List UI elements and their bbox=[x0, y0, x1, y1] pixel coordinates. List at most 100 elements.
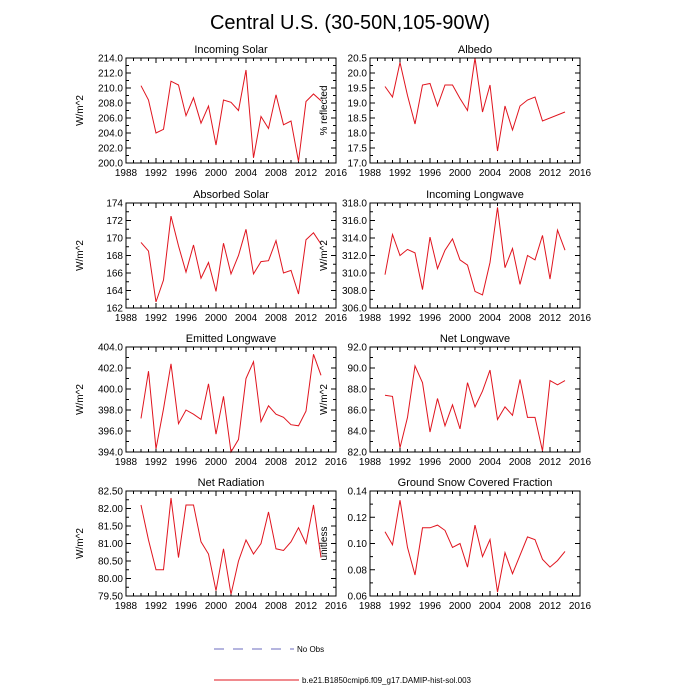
y-axis-label: unitless bbox=[319, 527, 330, 561]
y-tick-label: 202.0 bbox=[98, 144, 123, 155]
y-tick-label: 170 bbox=[106, 234, 123, 245]
plot-frame bbox=[369, 346, 581, 453]
plot-frame bbox=[369, 57, 581, 164]
panel-title: Emitted Longwave bbox=[186, 333, 277, 345]
x-tick-label: 1992 bbox=[145, 601, 168, 612]
y-axis-label: W/m^2 bbox=[75, 528, 86, 559]
y-tick-label: 318.0 bbox=[342, 199, 367, 210]
y-tick-label: 168 bbox=[106, 251, 123, 262]
x-tick-label: 2016 bbox=[325, 457, 348, 468]
x-tick-label: 1996 bbox=[419, 313, 442, 324]
y-tick-label: 308.0 bbox=[342, 286, 367, 297]
y-tick-label: 0.14 bbox=[348, 487, 368, 498]
y-tick-label: 82.0 bbox=[348, 448, 368, 459]
x-tick-label: 1992 bbox=[389, 168, 412, 179]
x-tick-label: 1992 bbox=[389, 601, 412, 612]
x-tick-label: 2004 bbox=[235, 168, 258, 179]
y-tick-label: 19.0 bbox=[348, 99, 368, 110]
x-tick-label: 2000 bbox=[449, 457, 472, 468]
x-tick-label: 1988 bbox=[115, 601, 138, 612]
y-tick-label: 0.12 bbox=[348, 513, 368, 524]
x-tick-label: 1988 bbox=[359, 601, 382, 612]
y-tick-label: 81.00 bbox=[98, 539, 123, 550]
x-tick-label: 1996 bbox=[175, 457, 198, 468]
x-tick-label: 1996 bbox=[175, 313, 198, 324]
x-tick-label: 2000 bbox=[449, 168, 472, 179]
y-tick-label: 394.0 bbox=[98, 448, 123, 459]
y-tick-label: 18.0 bbox=[348, 129, 368, 140]
y-tick-label: 214.0 bbox=[98, 54, 123, 65]
y-tick-label: 314.0 bbox=[342, 234, 367, 245]
y-tick-label: 92.0 bbox=[348, 343, 368, 354]
legend-label-model: b.e21.B1850cmip6.f09_g17.DAMIP-hist-sol.… bbox=[302, 676, 472, 685]
x-tick-label: 2012 bbox=[295, 601, 318, 612]
chart-panel: Ground Snow Covered Fraction unitless 0.06… bbox=[319, 477, 592, 612]
y-tick-label: 210.0 bbox=[98, 84, 123, 95]
x-tick-label: 2008 bbox=[509, 313, 532, 324]
y-tick-label: 200.0 bbox=[98, 159, 123, 170]
x-tick-label: 1992 bbox=[389, 313, 412, 324]
x-tick-label: 1996 bbox=[419, 457, 442, 468]
y-axis-label: W/m^2 bbox=[319, 240, 330, 271]
chart-panel: Incoming Longwave W/m^2 306.0 308.0 310.0 312… bbox=[319, 189, 592, 324]
chart-panel: Emitted Longwave W/m^2 394.0 396.0 398.0 400.… bbox=[75, 333, 348, 468]
x-tick-label: 2004 bbox=[479, 457, 502, 468]
series-line bbox=[384, 207, 566, 296]
x-tick-label: 1988 bbox=[115, 168, 138, 179]
y-tick-label: 398.0 bbox=[98, 406, 123, 417]
x-tick-label: 2000 bbox=[449, 601, 472, 612]
panel-title: Incoming Longwave bbox=[426, 189, 524, 201]
x-tick-label: 2004 bbox=[235, 457, 258, 468]
y-tick-label: 306.0 bbox=[342, 304, 367, 315]
x-tick-label: 1988 bbox=[359, 457, 382, 468]
legend-label-no-obs: No Obs bbox=[297, 645, 324, 654]
plot-frame bbox=[125, 346, 337, 453]
x-tick-label: 2016 bbox=[325, 601, 348, 612]
y-tick-label: 0.10 bbox=[348, 539, 368, 550]
x-tick-label: 1988 bbox=[115, 313, 138, 324]
x-tick-label: 2000 bbox=[205, 601, 228, 612]
panel-title: Net Longwave bbox=[440, 333, 510, 345]
plot-frame bbox=[369, 490, 581, 597]
x-tick-label: 1992 bbox=[145, 457, 168, 468]
y-tick-label: 17.5 bbox=[348, 144, 368, 155]
x-tick-label: 2008 bbox=[265, 457, 288, 468]
x-tick-label: 2000 bbox=[205, 313, 228, 324]
x-tick-label: 2016 bbox=[325, 313, 348, 324]
panels-container: Incoming Solar W/m^2 200.0 202.0 204.0 206.0 2… bbox=[75, 44, 592, 612]
x-tick-label: 2012 bbox=[539, 168, 562, 179]
x-tick-label: 2008 bbox=[509, 168, 532, 179]
y-tick-label: 316.0 bbox=[342, 216, 367, 227]
x-tick-label: 2008 bbox=[509, 601, 532, 612]
x-tick-label: 1992 bbox=[389, 457, 412, 468]
y-tick-label: 396.0 bbox=[98, 427, 123, 438]
figure-title: Central U.S. (30-50N,105-90W) bbox=[210, 12, 490, 34]
x-tick-label: 2004 bbox=[235, 601, 258, 612]
x-tick-label: 2016 bbox=[569, 168, 592, 179]
y-tick-label: 208.0 bbox=[98, 99, 123, 110]
x-tick-label: 1988 bbox=[359, 313, 382, 324]
y-tick-label: 0.08 bbox=[348, 565, 368, 576]
y-tick-label: 20.5 bbox=[348, 54, 368, 65]
y-tick-label: 400.0 bbox=[98, 385, 123, 396]
y-tick-label: 19.5 bbox=[348, 84, 368, 95]
y-tick-label: 81.50 bbox=[98, 522, 123, 533]
y-tick-label: 20.0 bbox=[348, 69, 368, 80]
y-axis-label: W/m^2 bbox=[75, 240, 86, 271]
panel-title: Net Radiation bbox=[198, 477, 265, 489]
x-tick-label: 1996 bbox=[175, 168, 198, 179]
series-line bbox=[384, 500, 566, 593]
y-tick-label: 204.0 bbox=[98, 129, 123, 140]
x-tick-label: 1988 bbox=[359, 168, 382, 179]
y-tick-label: 212.0 bbox=[98, 69, 123, 80]
chart-panel: Net Radiation W/m^2 79.50 80.00 80.50 81.00 81… bbox=[75, 477, 348, 612]
series-line bbox=[384, 364, 566, 452]
chart-panel: Incoming Solar W/m^2 200.0 202.0 204.0 206.0 2… bbox=[75, 44, 348, 179]
x-tick-label: 1996 bbox=[175, 601, 198, 612]
y-tick-label: 90.0 bbox=[348, 364, 368, 375]
x-tick-label: 1996 bbox=[419, 601, 442, 612]
y-tick-label: 404.0 bbox=[98, 343, 123, 354]
x-tick-label: 2004 bbox=[479, 313, 502, 324]
x-tick-label: 2012 bbox=[295, 313, 318, 324]
